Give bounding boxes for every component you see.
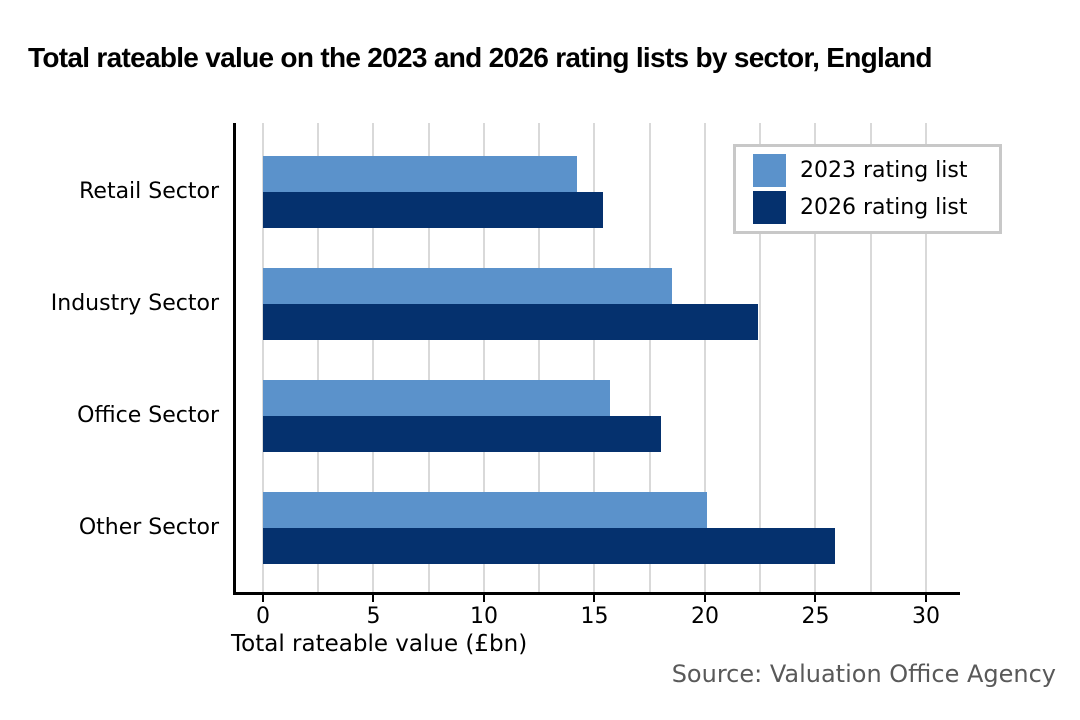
bar-2026-rating-list-retail-sector bbox=[262, 192, 604, 228]
x-tick-mark-20 bbox=[703, 595, 706, 602]
gridline-30 bbox=[924, 123, 927, 592]
gridline-20 bbox=[703, 123, 706, 592]
gridline-7.5 bbox=[427, 123, 430, 592]
gridline-15 bbox=[593, 123, 596, 592]
legend: 2023 rating list 2026 rating list bbox=[733, 144, 1002, 234]
legend-row-2026: 2026 rating list bbox=[753, 189, 999, 226]
x-tick-mark-5 bbox=[372, 595, 375, 602]
legend-row-2023: 2023 rating list bbox=[753, 152, 999, 189]
gridline-22.5 bbox=[759, 123, 762, 592]
bar-2026-rating-list-industry-sector bbox=[262, 304, 758, 340]
x-tick-label-15: 15 bbox=[580, 604, 609, 629]
x-tick-mark-10 bbox=[482, 595, 485, 602]
category-label-office-sector: Office Sector bbox=[77, 403, 219, 428]
x-tick-mark-30 bbox=[924, 595, 927, 602]
category-label-other-sector: Other Sector bbox=[78, 515, 219, 540]
legend-label-2026: 2026 rating list bbox=[800, 195, 968, 220]
bar-2023-rating-list-office-sector bbox=[262, 380, 610, 416]
bar-2023-rating-list-industry-sector bbox=[262, 268, 672, 304]
gridline-10 bbox=[482, 123, 485, 592]
bar-2026-rating-list-other-sector bbox=[262, 528, 836, 564]
x-tick-mark-15 bbox=[593, 595, 596, 602]
gridline-5 bbox=[372, 123, 375, 592]
legend-swatch-2026-icon bbox=[753, 191, 786, 224]
x-tick-label-10: 10 bbox=[469, 604, 498, 629]
bar-2023-rating-list-other-sector bbox=[262, 492, 708, 528]
gridline-25 bbox=[814, 123, 817, 592]
legend-label-2023: 2023 rating list bbox=[800, 158, 968, 183]
gridline-12.5 bbox=[538, 123, 541, 592]
gridline-0 bbox=[261, 123, 264, 592]
x-tick-label-0: 0 bbox=[255, 604, 270, 629]
x-tick-mark-0 bbox=[261, 595, 264, 602]
gridline-2.5 bbox=[317, 123, 320, 592]
category-label-industry-sector: Industry Sector bbox=[50, 291, 219, 316]
gridline-27.5 bbox=[869, 123, 872, 592]
bar-2023-rating-list-retail-sector bbox=[262, 156, 577, 192]
x-tick-label-5: 5 bbox=[366, 604, 381, 629]
legend-swatch-2023-icon bbox=[753, 154, 786, 187]
x-tick-mark-25 bbox=[814, 595, 817, 602]
plot-area bbox=[233, 123, 960, 595]
x-tick-label-25: 25 bbox=[801, 604, 830, 629]
x-axis-title: Total rateable value (£bn) bbox=[231, 631, 528, 657]
bar-2026-rating-list-office-sector bbox=[262, 416, 661, 452]
x-tick-label-30: 30 bbox=[911, 604, 940, 629]
x-tick-label-20: 20 bbox=[690, 604, 719, 629]
page-title: Total rateable value on the 2023 and 202… bbox=[28, 42, 933, 73]
source-note: Source: Valuation Office Agency bbox=[671, 660, 1056, 688]
gridline-17.5 bbox=[648, 123, 651, 592]
category-label-retail-sector: Retail Sector bbox=[79, 179, 219, 204]
